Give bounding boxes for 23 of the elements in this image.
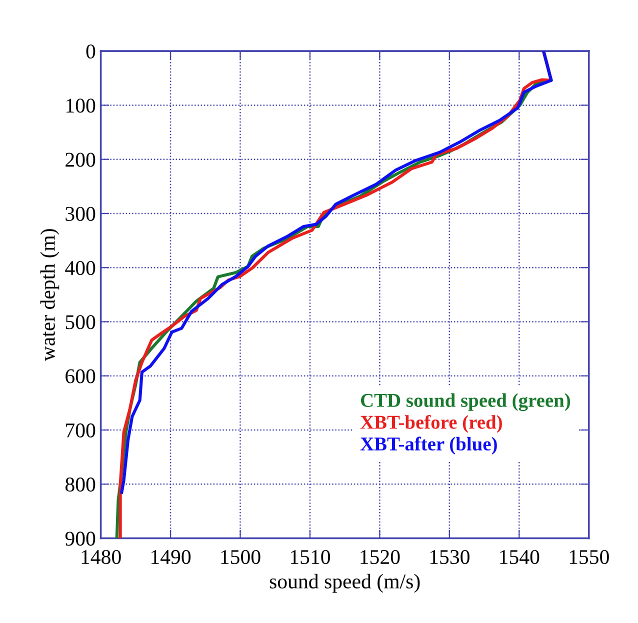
x-tick-label: 1540 bbox=[500, 550, 540, 564]
y-tick-label: 700 bbox=[66, 423, 96, 438]
x-tick-label: 1490 bbox=[152, 550, 191, 564]
x-tick-label: 1500 bbox=[221, 550, 260, 564]
x-tick-label: 1550 bbox=[570, 550, 609, 564]
y-tick-label: 400 bbox=[65, 260, 96, 276]
y-tick-label: 200 bbox=[66, 152, 96, 167]
y-axis-title: water depth (m) bbox=[40, 229, 60, 362]
text: XBT-before (red) bbox=[360, 414, 502, 433]
text: CTD sound speed (green) bbox=[360, 393, 570, 412]
y-tick-label: 0 bbox=[86, 44, 96, 59]
x-tick-label: 1530 bbox=[430, 550, 470, 564]
text: XBT-after (blue) bbox=[360, 436, 497, 455]
y-tick-label: 500 bbox=[66, 315, 96, 330]
y-tick-label: 800 bbox=[65, 478, 96, 492]
x-tick-label: 1510 bbox=[290, 550, 330, 564]
x-axis-title: sound speed (m/s) bbox=[270, 574, 420, 593]
y-tick-label: 100 bbox=[66, 98, 96, 113]
y-tick-label: 600 bbox=[66, 369, 96, 384]
x-tick-label: 1480 bbox=[82, 550, 121, 564]
y-tick-label: 300 bbox=[66, 206, 96, 221]
x-tick-label: 1520 bbox=[360, 550, 400, 564]
y-tick-label: 900 bbox=[65, 532, 96, 546]
